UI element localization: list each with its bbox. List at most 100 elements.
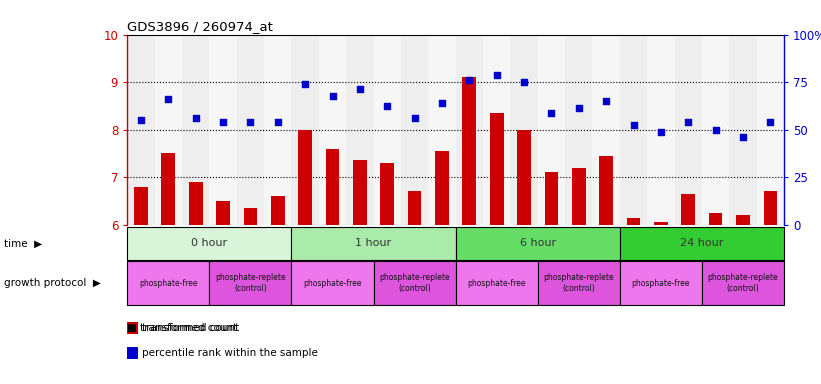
Text: phosphate-replete
(control): phosphate-replete (control) [544,273,614,293]
Text: phosphate-replete
(control): phosphate-replete (control) [708,273,778,293]
Text: ■ transformed count: ■ transformed count [127,323,237,333]
Point [162,96,175,102]
Bar [702,261,784,305]
Point [599,98,612,104]
Point [299,81,312,88]
Bar [209,35,236,225]
Bar [565,35,593,225]
Text: 0 hour: 0 hour [191,238,227,248]
Bar [593,35,620,225]
Bar [620,227,784,260]
Bar [654,222,667,225]
Bar [572,168,585,225]
Bar [483,35,511,225]
Bar [127,347,138,359]
Bar [702,35,729,225]
Bar [620,261,702,305]
Bar [456,227,620,260]
Point [189,115,202,121]
Point [381,103,394,109]
Bar [346,35,374,225]
Point [217,119,230,126]
Point [517,79,530,85]
Bar [538,261,620,305]
Bar [291,261,374,305]
Bar [435,151,449,225]
Bar [490,113,503,225]
Bar [291,35,319,225]
Point [353,86,366,92]
Point [572,105,585,111]
Bar [408,191,421,225]
Bar [675,35,702,225]
Bar [599,156,613,225]
Text: 24 hour: 24 hour [681,238,723,248]
Bar [271,196,285,225]
Point [545,110,558,116]
Point [736,134,750,140]
Bar [544,172,558,225]
Bar [291,227,456,260]
Text: 6 hour: 6 hour [520,238,556,248]
Text: phosphate-replete
(control): phosphate-replete (control) [379,273,450,293]
Point [681,119,695,126]
Bar [456,261,538,305]
Bar [127,227,291,260]
Text: growth protocol  ▶: growth protocol ▶ [4,278,101,288]
Point [627,122,640,128]
Bar [353,161,367,225]
Bar [127,261,209,305]
Text: phosphate-free: phosphate-free [303,279,362,288]
Bar [244,208,257,225]
Point [408,115,421,121]
Bar [189,182,203,225]
Text: phosphate-free: phosphate-free [631,279,690,288]
Text: phosphate-replete
(control): phosphate-replete (control) [215,273,286,293]
Bar [647,35,675,225]
Bar [134,187,148,225]
Bar [401,35,429,225]
Bar [456,35,483,225]
Bar [298,130,312,225]
Text: phosphate-free: phosphate-free [467,279,526,288]
Text: GDS3896 / 260974_at: GDS3896 / 260974_at [127,20,273,33]
Bar [374,261,456,305]
Bar [729,35,757,225]
Bar [127,322,138,334]
Bar [538,35,565,225]
Point [435,100,448,106]
Bar [620,35,647,225]
Bar [182,35,209,225]
Text: 1 hour: 1 hour [355,238,392,248]
Point [135,117,148,123]
Text: percentile rank within the sample: percentile rank within the sample [142,348,318,358]
Bar [236,35,264,225]
Bar [517,130,531,225]
Bar [736,215,750,225]
Bar [429,35,456,225]
Bar [127,35,154,225]
Bar [757,35,784,225]
Bar [511,35,538,225]
Bar [380,163,394,225]
Bar [162,153,175,225]
Bar [764,191,777,225]
Point [271,119,284,126]
Bar [209,261,291,305]
Bar [154,35,182,225]
Point [463,77,476,83]
Bar [374,35,401,225]
Point [326,93,339,99]
Text: transformed count: transformed count [142,323,239,333]
Bar [681,194,695,225]
Text: time  ▶: time ▶ [4,238,42,248]
Point [654,129,667,135]
Point [244,119,257,126]
Bar [319,35,346,225]
Text: phosphate-free: phosphate-free [139,279,198,288]
Bar [462,77,476,225]
Point [764,119,777,126]
Bar [626,217,640,225]
Bar [709,213,722,225]
Bar [264,35,291,225]
